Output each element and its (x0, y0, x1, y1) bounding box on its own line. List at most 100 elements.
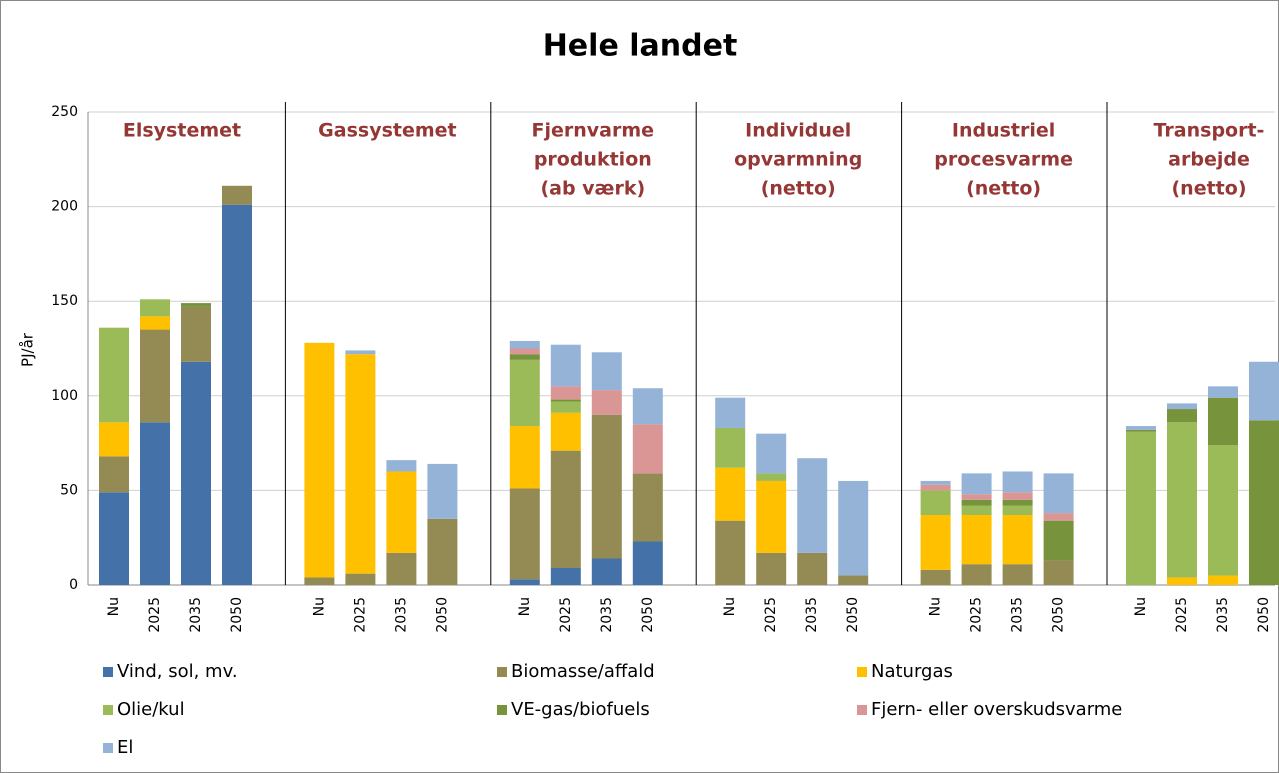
bar-segment (140, 316, 170, 330)
legend-swatch (497, 667, 507, 677)
group-title: (netto) (1172, 178, 1247, 200)
legend-label: Olie/kul (117, 699, 185, 720)
bar-segment (550, 386, 581, 400)
y-tick-label: 150 (51, 293, 78, 309)
bar-segment (1208, 386, 1238, 398)
bar-segment (591, 390, 622, 415)
legend-swatch (857, 667, 867, 677)
bar-segment (920, 569, 951, 585)
bar-segment (715, 520, 746, 585)
bar-segment (509, 488, 540, 580)
bar-segment (1167, 403, 1197, 410)
bar-segment (181, 306, 211, 362)
bar-segment (1167, 577, 1197, 585)
bar-segment (1167, 409, 1197, 423)
x-tick-label: Nu (722, 597, 738, 616)
bar-segment (591, 414, 622, 559)
bar-segment (1126, 429, 1156, 432)
bar-segment (1249, 361, 1279, 421)
bar-segment (1043, 473, 1074, 514)
x-tick-label: Nu (106, 597, 122, 616)
bar-segment (632, 424, 663, 474)
x-tick-label: Nu (311, 597, 327, 616)
legend-label: Fjern- eller overskudsvarme (871, 699, 1122, 720)
bar-segment (509, 579, 540, 585)
group-title: Fjernvarme (532, 120, 655, 142)
x-tick-label: 2025 (147, 597, 163, 633)
bar-segment (838, 575, 869, 585)
bar-segment (99, 422, 129, 457)
legend-label: Vind, sol, mv. (117, 661, 238, 682)
bar-segment (920, 514, 951, 570)
bar-segment (427, 463, 458, 519)
x-tick-label: Nu (1133, 597, 1149, 616)
bar-segment (961, 564, 992, 585)
x-tick-label: 2035 (188, 597, 204, 633)
bar-segment (222, 185, 252, 205)
bar-segment (920, 484, 951, 491)
x-tick-label: 2050 (640, 597, 656, 633)
x-tick-label: 2035 (804, 597, 820, 633)
bar-segment (1002, 499, 1033, 506)
bar-segment (550, 567, 581, 585)
bar-segment (222, 204, 252, 585)
bar-segment (756, 473, 787, 481)
group-title: Transport- (1154, 120, 1265, 142)
chart-title: Hele landet (543, 29, 738, 64)
bar-segment (797, 458, 828, 553)
bar-segment (591, 352, 622, 391)
bar-segment (427, 518, 458, 585)
legend-swatch (497, 705, 507, 715)
legend-label: Biomasse/affald (511, 661, 655, 682)
x-tick-label: 2035 (599, 597, 615, 633)
bar-segment (345, 350, 376, 355)
y-axis-label: PJ/år (19, 332, 37, 367)
x-tick-label: 2025 (558, 597, 574, 633)
bar-segment (1002, 471, 1033, 493)
y-tick-label: 200 (51, 199, 78, 215)
bar-segment (715, 427, 746, 468)
x-tick-label: Nu (928, 597, 944, 616)
bar-segment (961, 499, 992, 506)
bar-segment (1002, 514, 1033, 565)
bar-segment (386, 460, 417, 472)
bar-segment (715, 397, 746, 428)
bar-segment (550, 401, 581, 413)
bar-segment (632, 473, 663, 542)
bar-segment (1043, 513, 1074, 521)
group-title: (netto) (761, 178, 836, 200)
x-tick-label: 2050 (845, 597, 861, 633)
x-tick-label: 2025 (352, 597, 368, 633)
bar-segment (509, 359, 540, 427)
bar-segment (509, 340, 540, 349)
group-title: Industriel (952, 120, 1055, 142)
bar-segment (797, 552, 828, 585)
bar-segment (591, 558, 622, 585)
bar-segment (99, 492, 129, 585)
bar-segment (1126, 431, 1156, 585)
x-tick-label: 2035 (393, 597, 409, 633)
bar-segment (1208, 444, 1238, 576)
bar-segment (550, 412, 581, 451)
group-title: Gassystemet (318, 120, 456, 142)
x-tick-label: 2025 (763, 597, 779, 633)
bar-segment (345, 573, 376, 585)
x-tick-label: 2050 (1051, 597, 1067, 633)
legend-swatch (103, 705, 113, 715)
bar-segment (550, 344, 581, 387)
bar-segment (304, 577, 335, 585)
y-tick-label: 0 (69, 577, 78, 593)
bar-segment (140, 329, 170, 423)
bar-segment (140, 422, 170, 585)
y-tick-label: 100 (51, 388, 78, 404)
bar-segment (1002, 564, 1033, 585)
x-tick-label: 2035 (1215, 597, 1231, 633)
legend-swatch (103, 743, 113, 753)
bar-segment (1167, 422, 1197, 578)
x-tick-label: 2050 (434, 597, 450, 633)
bar-segment (99, 327, 129, 423)
bar-segment (140, 299, 170, 317)
x-tick-label: 2025 (969, 597, 985, 633)
bar-segment (920, 490, 951, 515)
